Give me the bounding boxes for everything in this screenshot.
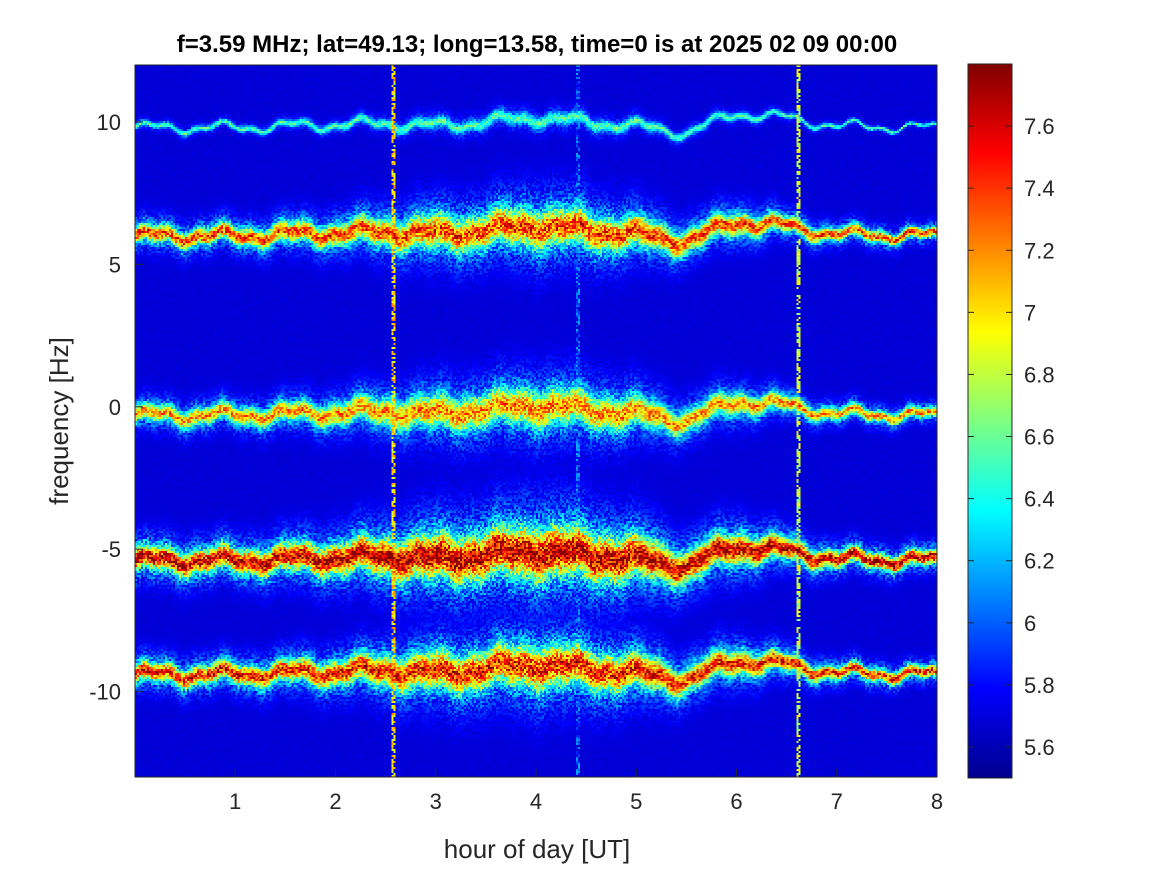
y-tick-label: -5 <box>101 537 121 562</box>
y-tick-label: 0 <box>109 395 121 420</box>
y-tick-label: 10 <box>97 110 121 135</box>
x-tick-label: 5 <box>630 789 642 814</box>
x-tick-label: 3 <box>430 789 442 814</box>
colorbar-tick-label: 7.2 <box>1024 238 1055 263</box>
x-tick-label: 6 <box>730 789 742 814</box>
colorbar-tick-label: 6.8 <box>1024 362 1055 387</box>
y-tick-label: -10 <box>89 680 121 705</box>
colorbar-tick-label: 7 <box>1024 300 1036 325</box>
colorbar-tick-label: 6.4 <box>1024 487 1055 512</box>
colorbar-tick-label: 6.6 <box>1024 425 1055 450</box>
colorbar-gradient <box>967 63 1013 779</box>
x-tick-label: 1 <box>229 789 241 814</box>
y-axis: -10 -5 0 5 10 <box>89 110 143 705</box>
spectrogram-heatmap <box>135 65 937 777</box>
x-tick-label: 7 <box>831 789 843 814</box>
colorbar-tick-label: 6.2 <box>1024 549 1055 574</box>
x-axis-label: hour of day [UT] <box>444 834 630 864</box>
colorbar-tick-label: 5.6 <box>1024 735 1055 760</box>
x-tick-label: 2 <box>329 789 341 814</box>
y-tick-label: 5 <box>109 252 121 277</box>
x-axis: 1 2 3 4 5 6 7 8 <box>229 769 943 814</box>
chart-title: f=3.59 MHz; lat=49.13; long=13.58, time=… <box>177 31 897 58</box>
colorbar-tick-label: 7.6 <box>1024 114 1055 139</box>
colorbar-tick-label: 5.8 <box>1024 673 1055 698</box>
x-tick-label: 4 <box>530 789 542 814</box>
x-tick-label: 8 <box>931 789 943 814</box>
y-axis-label: frequency [Hz] <box>44 337 74 505</box>
colorbar: 5.6 5.8 6 6.2 6.4 6.6 6.8 7 7.2 7.4 7.6 <box>967 63 1055 779</box>
colorbar-tick-label: 6 <box>1024 611 1036 636</box>
colorbar-ticks: 5.6 5.8 6 6.2 6.4 6.6 6.8 7 7.2 7.4 7.6 <box>968 114 1055 760</box>
colorbar-tick-label: 7.4 <box>1024 176 1055 201</box>
plot-area: 1 2 3 4 5 6 7 8 -10 -5 0 5 10 <box>89 64 943 814</box>
